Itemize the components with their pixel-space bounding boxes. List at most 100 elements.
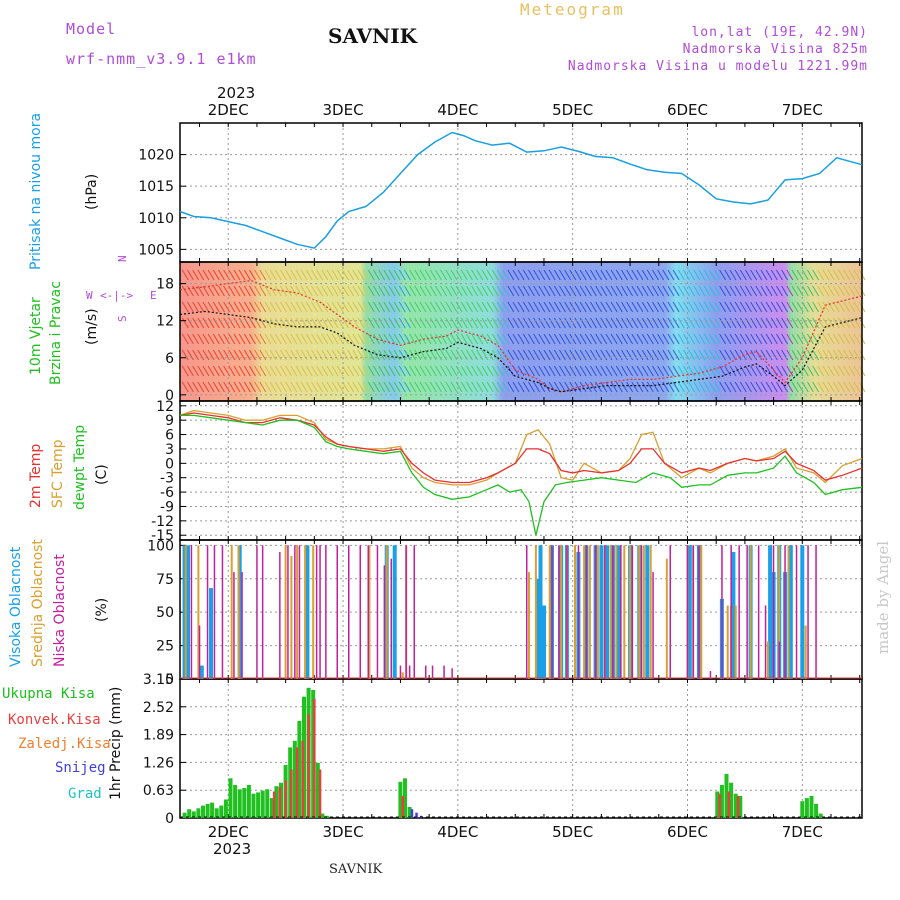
wind-barb <box>750 269 758 281</box>
wind-barb <box>739 381 747 393</box>
wind-barb <box>564 317 572 329</box>
wind-barb <box>197 365 205 377</box>
wind-barb <box>745 317 752 329</box>
wind-barb <box>243 381 251 393</box>
wind-barb <box>352 269 360 281</box>
wind-barb <box>812 381 820 393</box>
wind-barb <box>357 269 365 281</box>
wind-barb <box>187 365 194 377</box>
wind-barb <box>724 317 732 329</box>
wind-barb <box>553 317 561 329</box>
wind-barb <box>760 269 768 281</box>
wind-barb <box>739 269 747 281</box>
model-name: wrf-nmm_v3.9.1 e1km <box>66 50 257 68</box>
wind-barb <box>321 285 329 297</box>
wind-barb <box>347 333 355 345</box>
wind-barb <box>357 381 365 393</box>
wind-barb <box>269 333 277 345</box>
bar-high_cloud <box>305 545 310 679</box>
wind-barb <box>378 269 386 281</box>
wind-barb <box>471 317 479 329</box>
wind-barb <box>786 365 794 377</box>
wind-barb <box>827 381 835 393</box>
wind-barb <box>822 269 830 281</box>
bar-low_cloud <box>325 545 327 679</box>
bar-low_cloud <box>294 545 296 679</box>
wind-barb <box>600 285 608 297</box>
wind-barb <box>641 381 649 393</box>
bar-mid_cloud <box>638 545 641 679</box>
wind-barb <box>827 365 835 377</box>
wind-barb <box>367 301 375 313</box>
wind-barb <box>373 317 380 329</box>
wind-barb <box>729 317 737 329</box>
wind-barb <box>481 301 489 313</box>
wind-barb <box>326 285 334 297</box>
wind-barb <box>497 317 504 329</box>
wind-barb <box>636 349 644 361</box>
bar-total_precip <box>814 803 819 818</box>
wind-barb <box>398 381 406 393</box>
wind-barb <box>595 301 603 313</box>
wind-barb <box>755 349 763 361</box>
wind-barb <box>455 317 463 329</box>
wind-barb <box>807 381 814 393</box>
wind-barb <box>367 381 375 393</box>
wind-barb <box>202 301 210 313</box>
wind-barb <box>677 285 685 297</box>
bar-low_cloud <box>631 545 634 679</box>
wind-barb <box>249 381 256 393</box>
bar-low_cloud <box>604 545 606 679</box>
bar-high_cloud <box>599 545 604 679</box>
wind-barb <box>481 365 489 377</box>
wind-barb <box>843 317 851 329</box>
wind-barb <box>848 285 856 297</box>
wind-barb <box>610 365 618 377</box>
wind-barb <box>326 317 334 329</box>
wind-barb <box>342 349 349 361</box>
wind-barb <box>181 349 189 361</box>
wind-barb <box>698 365 706 377</box>
wind-barb <box>326 365 334 377</box>
bar-total_precip <box>719 784 724 818</box>
wind-barb <box>336 365 344 377</box>
wind-barb <box>564 333 572 345</box>
bar-total_precip <box>315 762 320 818</box>
wind-barb <box>522 381 530 393</box>
wind-barb <box>440 285 448 297</box>
wind-barb <box>646 301 654 313</box>
bar-low_cloud <box>577 545 580 679</box>
wind-barb <box>419 365 427 377</box>
wind-barb <box>522 269 530 281</box>
wind-barb <box>631 365 639 377</box>
series-line-temp2m <box>179 412 863 484</box>
wind-barb <box>295 269 303 281</box>
bar-low_cloud <box>807 545 809 679</box>
wind-barb <box>512 381 520 393</box>
wind-barb <box>435 301 442 313</box>
wind-barb <box>579 349 587 361</box>
wind-barb <box>776 285 783 297</box>
wind-barb <box>848 381 856 393</box>
ytick-label: 1.89 <box>143 728 174 744</box>
wind-barb <box>471 381 479 393</box>
wind-barb <box>574 301 582 313</box>
wind-barb <box>698 317 706 329</box>
wind-barb <box>745 381 752 393</box>
wind-barb <box>429 301 437 313</box>
wind-barb <box>817 301 825 313</box>
wind-barb <box>626 301 634 313</box>
wind-barb <box>755 381 763 393</box>
wind-barb <box>729 301 737 313</box>
wind-barb <box>512 365 520 377</box>
wind-barb <box>450 365 458 377</box>
wind-barb <box>471 269 479 281</box>
wind-barb <box>729 349 737 361</box>
wind-barb <box>528 301 535 313</box>
wind-barb <box>533 285 541 297</box>
wind-barb <box>719 269 727 281</box>
bar-mid_cloud <box>804 625 807 679</box>
bar-mid_cloud <box>615 545 618 679</box>
bar-low_cloud <box>408 665 411 679</box>
wind-barb <box>719 333 727 345</box>
